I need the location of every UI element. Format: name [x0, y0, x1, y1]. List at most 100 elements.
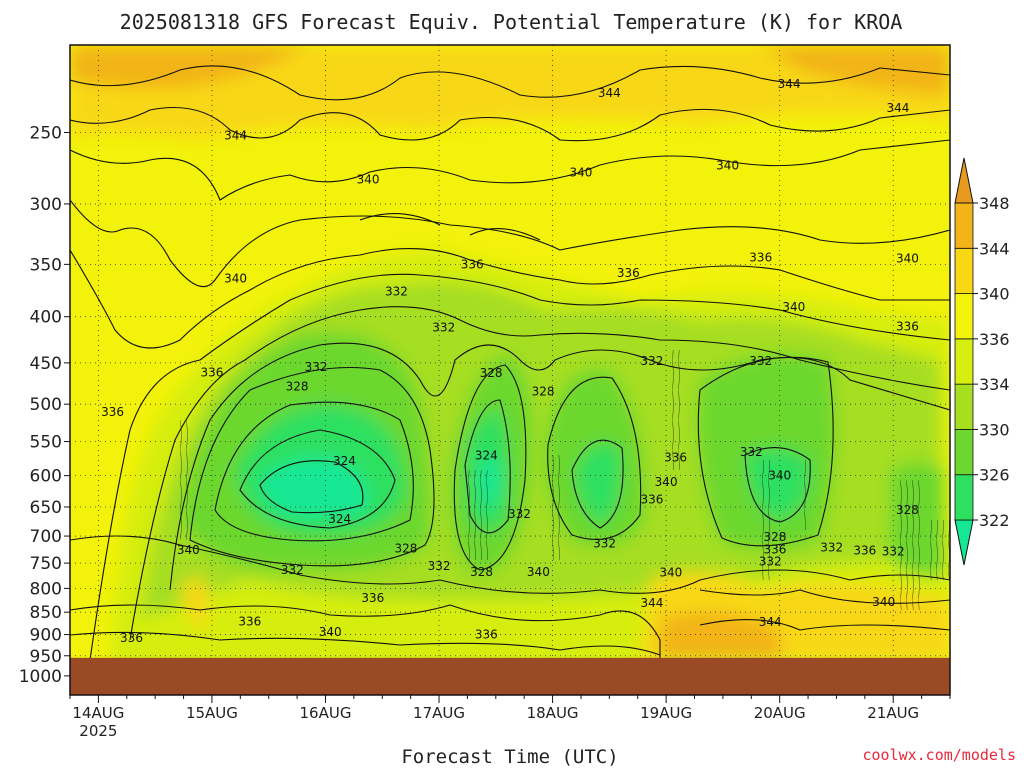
y-tick-label: 850	[30, 603, 62, 623]
y-gridlines	[70, 132, 950, 677]
colorbar-label: 336	[979, 330, 1010, 349]
x-tick-label: 19AUG	[640, 704, 692, 722]
contour-label: 332	[432, 320, 455, 334]
colorbar-segment	[954, 338, 974, 385]
chart-title: 2025081318 GFS Forecast Equiv. Potential…	[120, 10, 903, 34]
colorbar-label: 344	[979, 239, 1010, 258]
contour-label: 340	[659, 565, 682, 579]
contour-label: 324	[475, 449, 498, 463]
contour-label: 328	[532, 384, 555, 398]
contour-label: 336	[749, 251, 772, 265]
contour-label: 340	[782, 300, 805, 314]
contour-label: 340	[224, 272, 247, 286]
contour-label: 332	[640, 354, 663, 368]
contour-label: 332	[305, 360, 328, 374]
contour-lines	[70, 65, 950, 661]
colorbar-segment	[954, 202, 974, 249]
contour-label: 340	[655, 475, 678, 489]
x-tick-label: 15AUG	[186, 704, 238, 722]
watermark: coolwx.com/models	[862, 746, 1016, 764]
contour-label: 332	[759, 555, 782, 569]
x-tick-label: 18AUG	[527, 704, 579, 722]
contour-labels: 3443443443443403403403403403403363363363…	[101, 77, 919, 645]
contour-label: 336	[200, 365, 223, 379]
colorbar-extend-high	[954, 157, 974, 204]
x-tick-label: 21AUG	[867, 704, 919, 722]
contour-label: 336	[664, 451, 687, 465]
contour-label: 332	[428, 559, 451, 573]
contour-label: 332	[740, 445, 763, 459]
ground-below-surface	[70, 657, 950, 695]
contour-label: 332	[385, 284, 408, 298]
colorbar-label: 322	[979, 511, 1010, 530]
contour-label: 340	[896, 252, 919, 266]
colorbar-segment	[954, 293, 974, 340]
y-tick-label: 750	[30, 554, 62, 574]
contour-label: 340	[177, 543, 200, 557]
colorbar-segment	[954, 247, 974, 294]
contour-label: 340	[768, 469, 791, 483]
contour-label: 328	[896, 503, 919, 517]
y-tick-label: 1000	[19, 667, 62, 687]
contour-label: 324	[328, 512, 351, 526]
plot-area: 3443443443443403403403403403403363363363…	[70, 45, 950, 695]
contour-label: 328	[763, 530, 786, 544]
y-tick-label: 800	[30, 579, 62, 599]
plot-frame	[69, 44, 951, 696]
contour-label: 340	[527, 565, 550, 579]
y-tick-label: 600	[30, 467, 62, 487]
contour-label: 328	[480, 366, 503, 380]
contour-label: 332	[281, 563, 304, 577]
contour-label: 336	[238, 614, 261, 628]
x-tick-label: 14AUG	[72, 704, 124, 722]
x-axis-label: Forecast Time (UTC)	[401, 746, 618, 768]
contour-label: 340	[716, 159, 739, 173]
y-tick-label: 500	[30, 395, 62, 415]
contour-label: 340	[872, 595, 895, 609]
y-tick-label: 950	[30, 647, 62, 667]
contour-label: 336	[475, 628, 498, 642]
contour-label: 332	[820, 541, 843, 555]
contour-label: 328	[470, 565, 493, 579]
contour-label: 332	[749, 354, 772, 368]
contour-label: 336	[101, 405, 124, 419]
frontal-contour-bands	[180, 350, 950, 610]
colorbar-segment	[954, 383, 974, 430]
contour-label: 336	[640, 493, 663, 507]
colorbar-label: 326	[979, 466, 1010, 485]
contour-label: 340	[319, 625, 342, 639]
contour-label: 336	[896, 319, 919, 333]
colorbar-extend-low	[954, 519, 974, 566]
y-tick-label: 650	[30, 498, 62, 518]
y-tick-label: 900	[30, 626, 62, 646]
contour-label: 340	[357, 173, 380, 187]
y-tick-label: 550	[30, 433, 62, 453]
x-tick-label: 20AUG	[754, 704, 806, 722]
colorbar-segment	[954, 474, 974, 521]
colorbar-label: 340	[979, 285, 1010, 304]
colorbar-label: 334	[979, 375, 1010, 394]
contour-label: 336	[853, 543, 876, 557]
contour-label: 332	[508, 507, 531, 521]
x-gridlines	[97, 45, 894, 695]
contour-label: 328	[394, 542, 417, 556]
x-tick-label: 16AUG	[300, 704, 352, 722]
colorbar-label: 330	[979, 420, 1010, 439]
y-tick-label: 250	[30, 123, 62, 143]
contour-label: 344	[759, 615, 782, 629]
contour-label: 336	[120, 631, 143, 645]
x-tick-label: 17AUG	[413, 704, 465, 722]
contour-label: 344	[778, 77, 801, 91]
contour-label: 328	[286, 380, 309, 394]
y-tick-label: 400	[30, 308, 62, 328]
contour-label: 344	[887, 101, 910, 115]
colorbar-legend: 322 326 330 334 336 340 344 348	[954, 157, 1010, 566]
contour-label: 336	[763, 542, 786, 556]
contour-label: 332	[882, 544, 905, 558]
contour-label: 332	[593, 536, 616, 550]
x-tick-year: 2025	[79, 722, 117, 740]
contour-label: 340	[570, 166, 593, 180]
contour-label: 336	[461, 257, 484, 271]
colorbar-label: 348	[979, 194, 1010, 213]
